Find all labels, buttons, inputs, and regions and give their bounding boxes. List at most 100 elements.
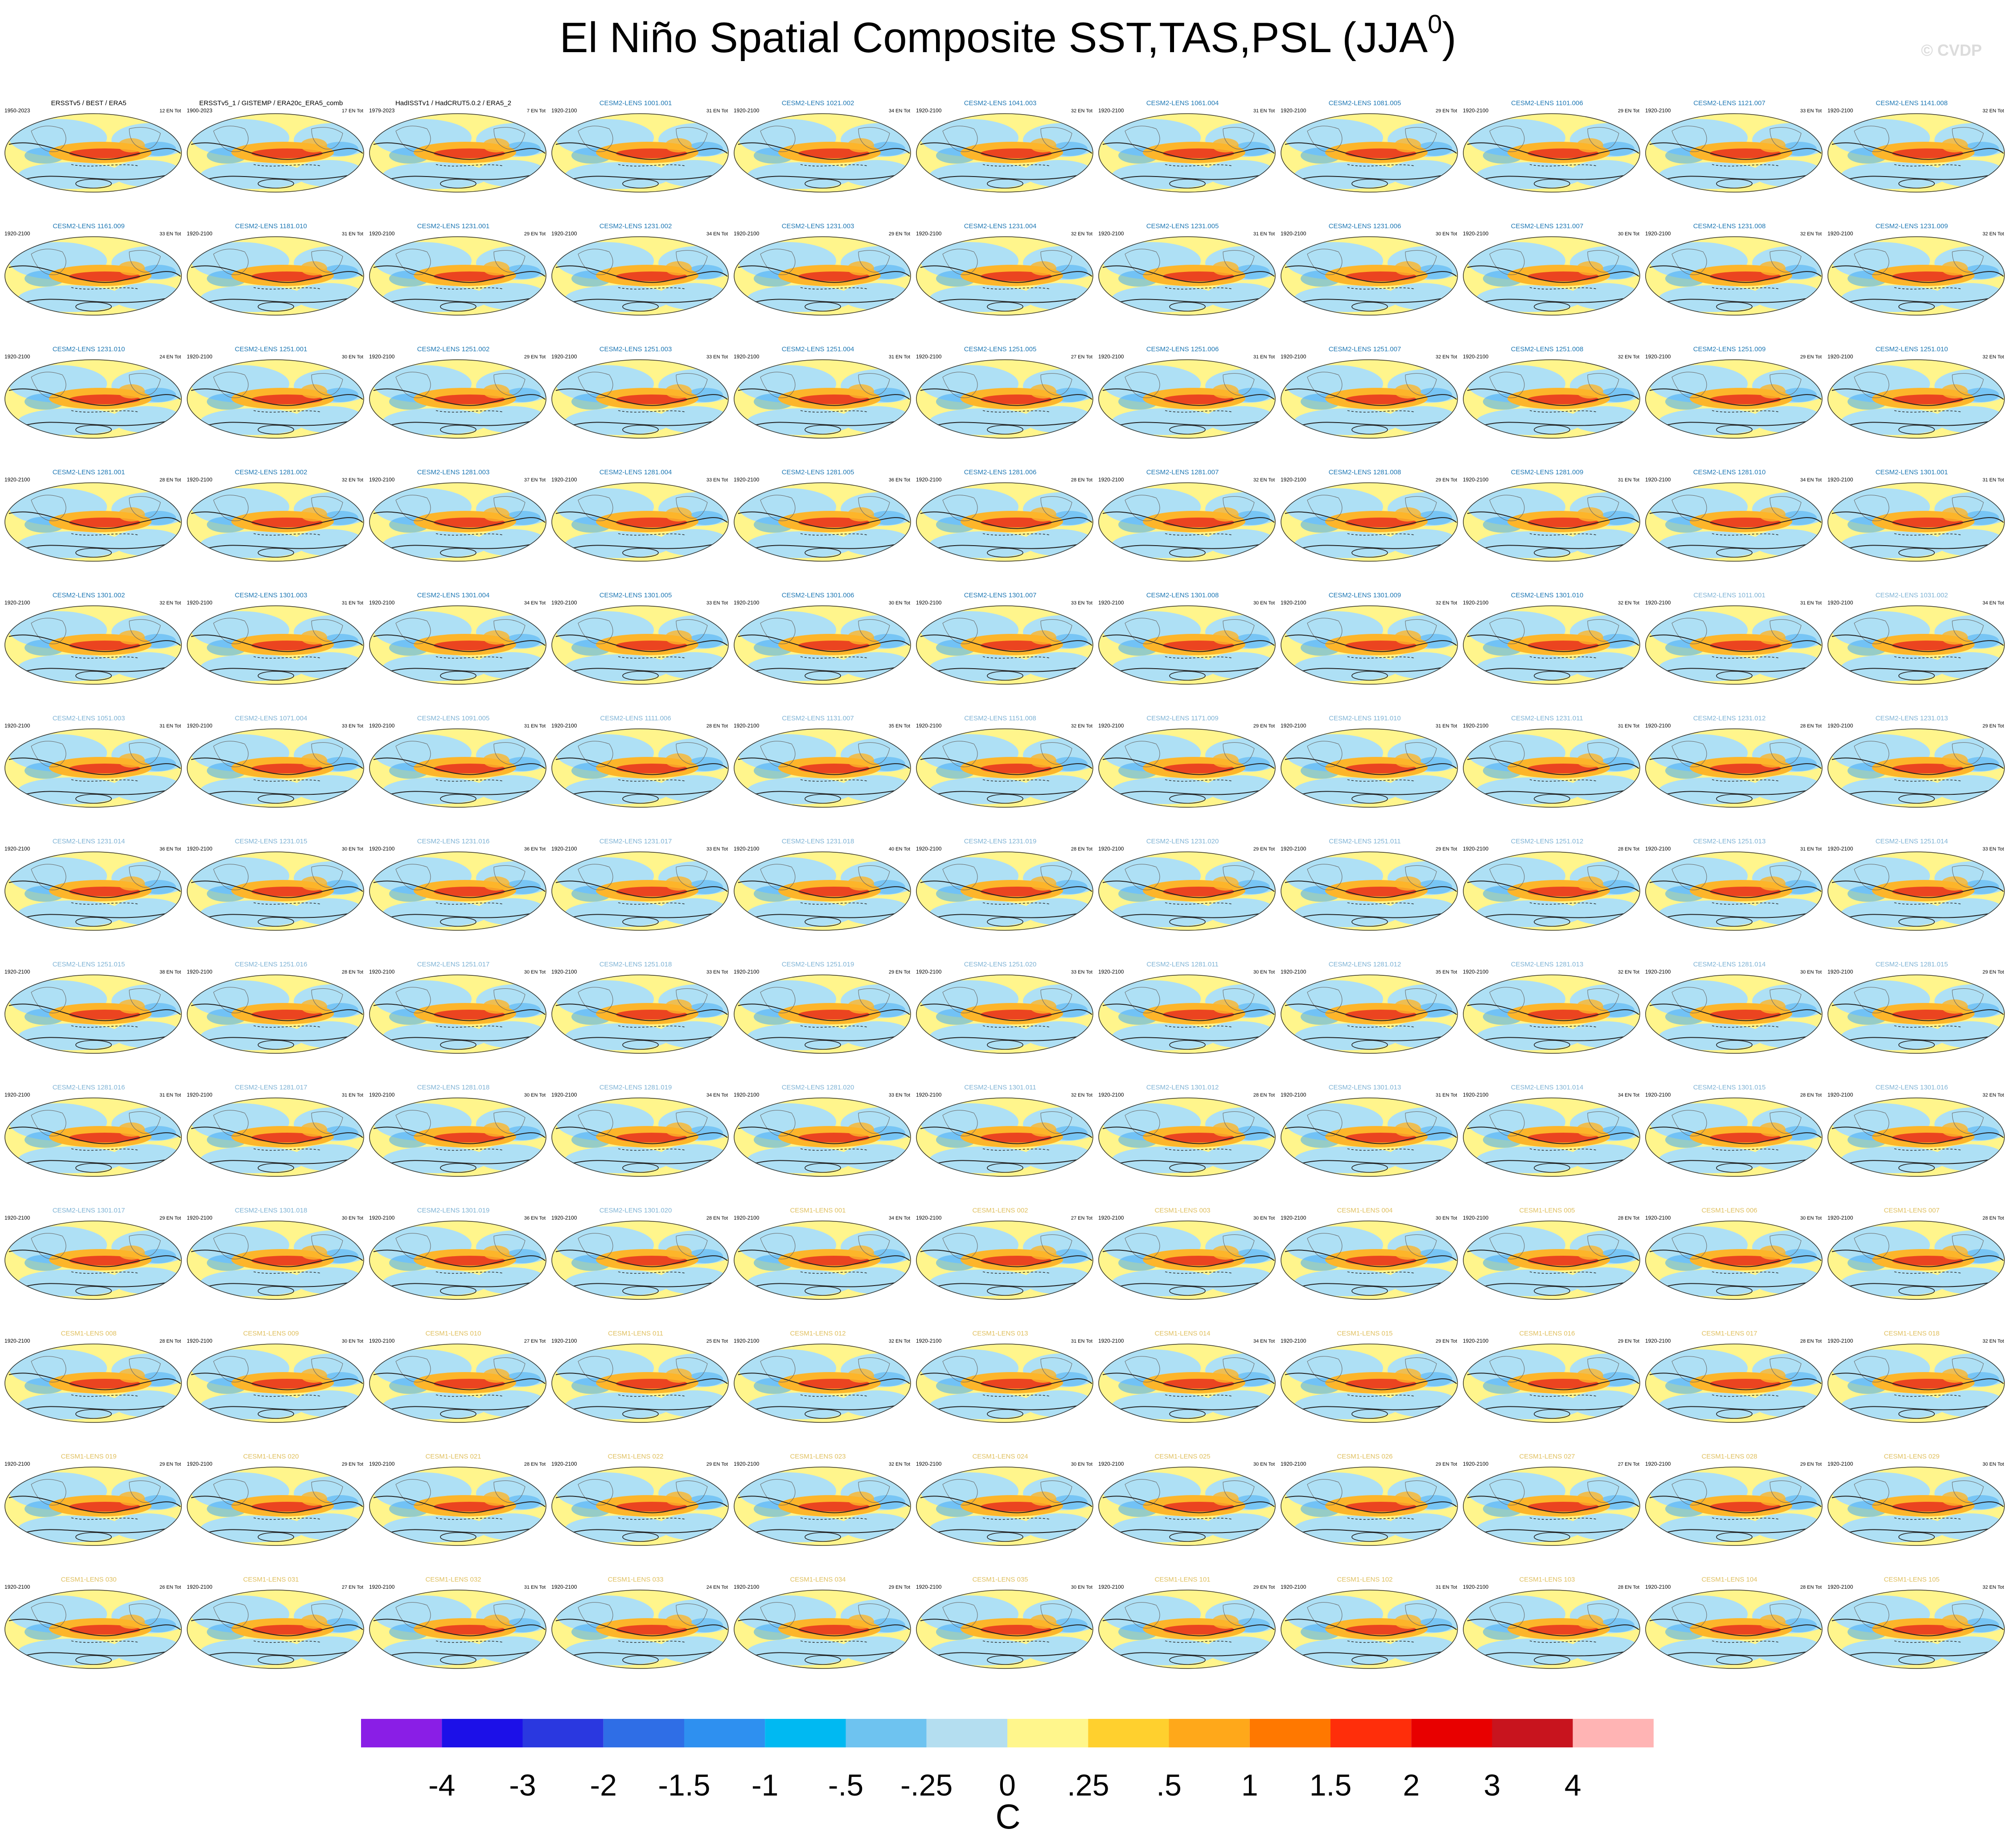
colorbar-tick-label: .25	[1067, 1768, 1109, 1802]
colorbar-swatch	[1492, 1719, 1573, 1747]
map-panel: 1920-2100 CESM2-LENS 1251.018 33 EN Tot	[551, 961, 729, 1054]
map-field	[1827, 728, 2005, 808]
panel-event-count: 34 EN Tot	[1618, 1093, 1639, 1098]
panel-event-count: 33 EN Tot	[1071, 970, 1092, 975]
panel-event-count: 29 EN Tot	[1800, 354, 1822, 360]
map-panel: 1920-2100 CESM2-LENS 1231.012 28 EN Tot	[1645, 715, 1823, 808]
panel-event-count: 33 EN Tot	[706, 600, 728, 606]
panel-title: CESM2-LENS 1281.012	[1329, 961, 1401, 968]
colorbar-swatch	[765, 1719, 846, 1747]
panel-title: CESM1-LENS 034	[790, 1576, 846, 1583]
map-field	[369, 1344, 546, 1423]
panel-event-count: 30 EN Tot	[1071, 1585, 1092, 1590]
map-panel: 1920-2100 CESM2-LENS 1231.015 30 EN Tot	[187, 838, 364, 931]
panel-event-count: 33 EN Tot	[1983, 847, 2004, 852]
map-panel: 1920-2100 CESM2-LENS 1181.010 31 EN Tot	[187, 222, 364, 316]
panel-years: 1920-2100	[551, 1461, 577, 1467]
map-field	[187, 851, 364, 931]
panel-years: 1920-2100	[1827, 1584, 1853, 1590]
map-panel: 1920-2100 CESM2-LENS 1301.017 29 EN Tot	[4, 1207, 182, 1300]
panel-event-count: 31 EN Tot	[1071, 1339, 1092, 1344]
map-field	[4, 1467, 182, 1546]
panel-event-count: 32 EN Tot	[342, 477, 363, 483]
map-field	[1098, 482, 1276, 562]
map-panel: 1920-2100 CESM2-LENS 1231.009 32 EN Tot	[1827, 222, 2005, 316]
panel-title: CESM1-LENS 016	[1519, 1330, 1575, 1337]
map-field	[4, 605, 182, 685]
panel-event-count: 32 EN Tot	[1436, 600, 1457, 606]
panel-title: CESM2-LENS 1281.014	[1693, 961, 1766, 968]
map-panel: 1920-2100 CESM2-LENS 1281.020 33 EN Tot	[734, 1084, 911, 1177]
map-panel: 1920-2100 CESM2-LENS 1301.013 31 EN Tot	[1281, 1084, 1458, 1177]
map-field	[1463, 974, 1640, 1054]
panel-event-count: 27 EN Tot	[1618, 1462, 1639, 1467]
map-panel: 1920-2100 CESM2-LENS 1281.012 35 EN Tot	[1281, 961, 1458, 1054]
panel-years: 1920-2100	[1281, 723, 1306, 729]
panel-event-count: 31 EN Tot	[524, 1585, 546, 1590]
panel-years: 1920-2100	[4, 1215, 30, 1221]
panel-years: 1920-2100	[1098, 1215, 1124, 1221]
map-panel: 1920-2100 CESM2-LENS 1281.002 32 EN Tot	[187, 468, 364, 562]
panel-title: CESM2-LENS 1251.003	[599, 345, 672, 353]
map-field	[1463, 236, 1640, 316]
map-field	[4, 113, 182, 193]
panel-years: 1920-2100	[1098, 230, 1124, 237]
panel-years: 1920-2100	[1645, 600, 1671, 606]
panel-title: CESM2-LENS 1251.011	[1329, 838, 1400, 845]
panel-years: 1920-2100	[1098, 1584, 1124, 1590]
panel-event-count: 30 EN Tot	[1983, 1462, 2004, 1467]
colorbar-swatch	[1169, 1719, 1250, 1747]
map-field	[1463, 605, 1640, 685]
panel-title: CESM1-LENS 022	[608, 1453, 663, 1460]
map-panel: 1920-2100 CESM2-LENS 1301.001 31 EN Tot	[1827, 468, 2005, 562]
panel-title: CESM1-LENS 015	[1337, 1330, 1392, 1337]
map-panel: 1920-2100 CESM2-LENS 1301.005 33 EN Tot	[551, 592, 729, 685]
map-panel: 1920-2100 CESM2-LENS 1301.008 30 EN Tot	[1098, 592, 1276, 685]
panel-years: 1920-2100	[1463, 723, 1489, 729]
map-panel: 1920-2100 CESM2-LENS 1251.010 32 EN Tot	[1827, 345, 2005, 439]
colorbar-tick-label: 1	[1241, 1768, 1258, 1802]
panel-event-count: 30 EN Tot	[342, 354, 363, 360]
panel-event-count: 31 EN Tot	[1983, 477, 2004, 483]
map-panel: 1920-2100 CESM2-LENS 1281.015 29 EN Tot	[1827, 961, 2005, 1054]
panel-title: CESM2-LENS 1231.010	[53, 345, 125, 353]
panel-event-count: 28 EN Tot	[160, 477, 181, 483]
panel-years: 1920-2100	[916, 846, 942, 852]
panel-event-count: 33 EN Tot	[342, 723, 363, 729]
map-field	[551, 1221, 729, 1300]
panel-years: 1920-2100	[734, 969, 760, 975]
panel-years: 1920-2100	[1645, 230, 1671, 237]
panel-event-count: 32 EN Tot	[1071, 231, 1092, 237]
map-field	[734, 236, 911, 316]
panel-event-count: 40 EN Tot	[889, 847, 910, 852]
panel-title: CESM2-LENS 1231.005	[1146, 222, 1219, 230]
map-field	[1645, 482, 1823, 562]
map-field	[1463, 1467, 1640, 1546]
map-field	[1281, 359, 1458, 439]
panel-event-count: 28 EN Tot	[524, 1462, 546, 1467]
map-field	[916, 359, 1093, 439]
panel-event-count: 36 EN Tot	[889, 477, 910, 483]
panel-years: 1920-2100	[187, 1215, 213, 1221]
map-panel: 1920-2100 CESM2-LENS 1281.018 30 EN Tot	[369, 1084, 546, 1177]
map-field	[1281, 974, 1458, 1054]
map-field	[1827, 113, 2005, 193]
panel-title: CESM2-LENS 1251.004	[782, 345, 854, 353]
map-panel: 1920-2100 CESM1-LENS 029 30 EN Tot	[1827, 1453, 2005, 1546]
panel-years: 1920-2100	[4, 1461, 30, 1467]
map-panel: 1920-2100 CESM1-LENS 016 29 EN Tot	[1463, 1330, 1640, 1423]
panel-event-count: 33 EN Tot	[889, 1093, 910, 1098]
panel-title: CESM2-LENS 1231.004	[964, 222, 1037, 230]
map-panel: 1920-2100 CESM2-LENS 1251.015 38 EN Tot	[4, 961, 182, 1054]
panel-event-count: 7 EN Tot	[527, 108, 546, 114]
panel-event-count: 34 EN Tot	[1983, 600, 2004, 606]
panel-title: CESM2-LENS 1021.002	[782, 99, 854, 107]
map-panel: 1920-2100 CESM1-LENS 020 29 EN Tot	[187, 1453, 364, 1546]
panel-event-count: 32 EN Tot	[1071, 723, 1092, 729]
map-panel: 1920-2100 CESM1-LENS 015 29 EN Tot	[1281, 1330, 1458, 1423]
panel-event-count: 34 EN Tot	[524, 600, 546, 606]
title-superscript: 0	[1428, 10, 1442, 39]
panel-title: CESM2-LENS 1191.010	[1329, 715, 1400, 722]
panel-event-count: 32 EN Tot	[1983, 354, 2004, 360]
panel-years: 1920-2100	[1281, 230, 1306, 237]
